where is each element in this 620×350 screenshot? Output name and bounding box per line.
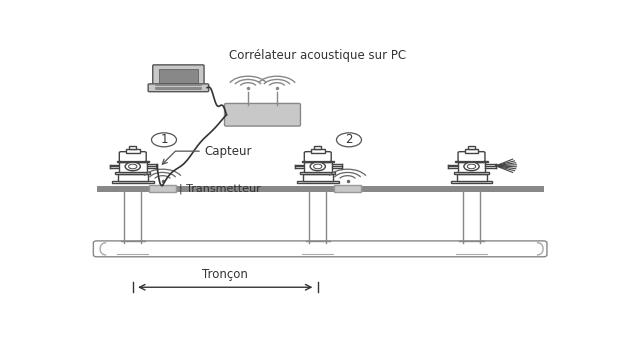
Circle shape (464, 162, 479, 171)
Bar (115, 172, 150, 174)
Bar (303, 174, 333, 181)
Bar (314, 146, 321, 149)
Bar (117, 161, 149, 162)
Circle shape (125, 162, 140, 171)
Bar (451, 181, 492, 183)
Circle shape (128, 164, 137, 169)
Text: 1: 1 (160, 133, 168, 146)
Circle shape (310, 162, 326, 171)
Bar (458, 162, 485, 172)
FancyBboxPatch shape (304, 152, 331, 162)
Bar (304, 162, 332, 172)
Bar (301, 161, 334, 162)
Bar (297, 181, 339, 183)
Circle shape (337, 133, 361, 147)
Bar (149, 185, 176, 192)
Bar (455, 161, 488, 162)
Bar (126, 149, 140, 153)
Text: | Transmetteur: | Transmetteur (179, 183, 260, 194)
Bar (130, 146, 136, 149)
FancyBboxPatch shape (119, 152, 146, 162)
Bar (118, 174, 148, 181)
Bar (301, 172, 335, 174)
Bar (334, 185, 361, 192)
Bar (456, 174, 487, 181)
Bar (159, 69, 198, 83)
Bar (468, 146, 475, 149)
Bar (464, 149, 479, 153)
Circle shape (314, 164, 322, 169)
Bar (454, 172, 489, 174)
Bar (97, 186, 544, 192)
FancyBboxPatch shape (458, 152, 485, 162)
Text: Tronçon: Tronçon (202, 268, 248, 281)
Bar (311, 149, 325, 153)
FancyBboxPatch shape (224, 104, 301, 126)
Bar (119, 162, 146, 172)
Bar (112, 181, 154, 183)
FancyBboxPatch shape (153, 65, 204, 86)
Text: Capteur: Capteur (162, 145, 252, 164)
FancyBboxPatch shape (148, 84, 209, 92)
Circle shape (467, 164, 476, 169)
Circle shape (151, 133, 177, 147)
FancyBboxPatch shape (94, 241, 547, 257)
Text: 2: 2 (345, 133, 353, 146)
Text: Corrélateur acoustique sur PC: Corrélateur acoustique sur PC (229, 49, 406, 62)
